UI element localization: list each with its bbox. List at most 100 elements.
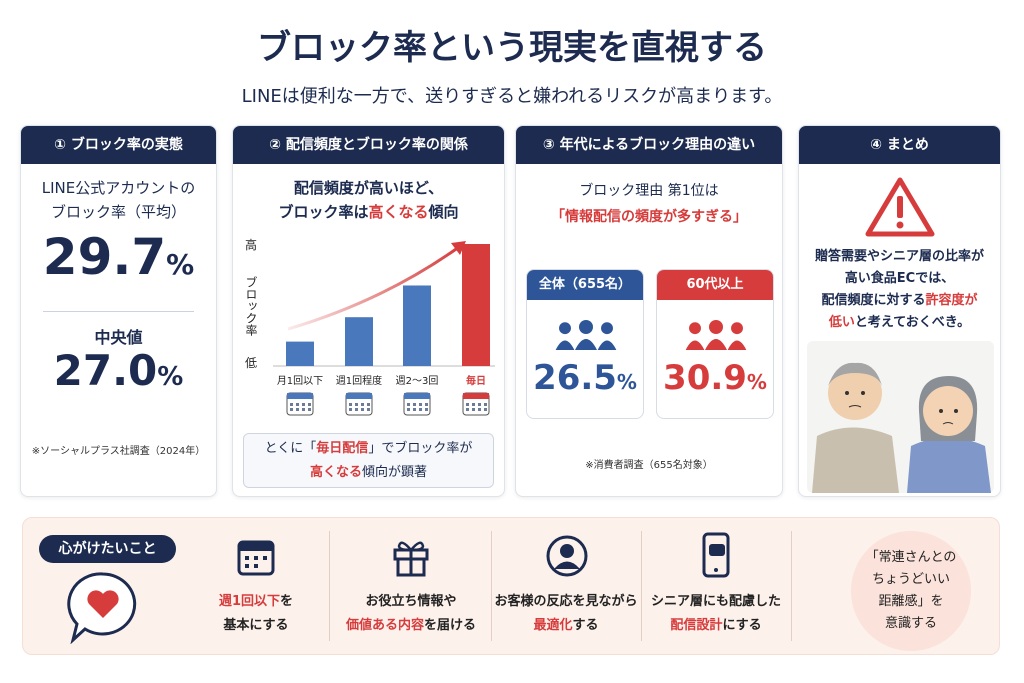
calendar-dot xyxy=(466,403,469,406)
unit: % xyxy=(166,248,195,281)
text-segment: LINE公式アカウントの xyxy=(41,179,196,197)
person-body xyxy=(555,340,575,350)
separator xyxy=(329,531,330,641)
text-line: 高くなる傾向が顕著 xyxy=(244,461,493,485)
calendar-dot xyxy=(419,408,422,411)
separator xyxy=(791,531,792,641)
average: 29.7% xyxy=(21,228,216,286)
text-line: お客様の反応を見ながら xyxy=(486,590,646,614)
person-head xyxy=(559,322,571,335)
text-segment: 高い食品ECでは、 xyxy=(844,271,955,286)
people-icon xyxy=(685,320,747,350)
text-line: LINE公式アカウントの xyxy=(21,176,216,200)
calendar-dot xyxy=(290,408,293,411)
text-segment: ブロック理由 第1位は xyxy=(579,183,719,199)
callout: とくに「毎日配信」でブロック率が 高くなる傾向が顕著 xyxy=(243,433,494,488)
x-tick-label: 月1回以下 xyxy=(277,375,323,387)
unit: % xyxy=(157,362,184,392)
calendar-dot xyxy=(478,408,481,411)
calendar-dot xyxy=(361,408,364,411)
person-body xyxy=(685,340,705,350)
intro: 配信頻度が高いほど、ブロック率は高くなる傾向 xyxy=(233,176,504,224)
text-line: シニア層にも配慮した xyxy=(636,590,796,614)
value: 30.9 xyxy=(663,358,747,398)
text-line: 価値ある内容を届ける xyxy=(331,614,491,638)
text-segment: お役立ち情報や xyxy=(365,594,457,609)
divider xyxy=(43,311,194,312)
text-segment: を xyxy=(280,594,294,609)
text-line: 配信設計にする xyxy=(636,614,796,638)
text-segment: ブロック率は xyxy=(278,203,369,221)
text-segment: と考えておくべき。 xyxy=(854,315,971,330)
text-segment: 」でブロック率が xyxy=(368,441,473,456)
calendar-dot xyxy=(308,403,311,406)
average-value: 29.7 xyxy=(42,228,167,286)
text-line: 配信頻度に対する許容度が xyxy=(799,290,1000,312)
calendar-top xyxy=(287,393,313,399)
unit: % xyxy=(616,370,637,394)
text-line: ブロック率は高くなる傾向 xyxy=(233,200,504,224)
text-line: 距離感」を xyxy=(851,591,971,613)
text-segment: する xyxy=(572,618,599,633)
calendar-top xyxy=(346,393,372,399)
calendar-dot xyxy=(349,408,352,411)
calendar-dot xyxy=(472,408,475,411)
text-segment: ブロック率（平均） xyxy=(50,203,186,221)
text-line: 配信頻度が高いほど、 xyxy=(233,176,504,200)
text-segment: 低い xyxy=(828,315,855,330)
group-name: 60代以上 xyxy=(657,270,773,300)
panel-heading: ④ まとめ xyxy=(799,126,1000,164)
person-body xyxy=(597,340,617,350)
text-line: 「情報配信の頻度が多すぎる」 xyxy=(516,204,782,230)
unit: % xyxy=(746,370,767,394)
person-body xyxy=(727,340,747,350)
group-value: 30.9% xyxy=(657,358,773,398)
y-axis-label: ブロック率 xyxy=(244,275,258,336)
calendar-dot xyxy=(478,403,481,406)
text-line: 「常連さんとの xyxy=(851,547,971,569)
text-segment: 高くなる xyxy=(309,465,362,480)
tip: お役立ち情報や価値ある内容を届ける xyxy=(331,590,491,638)
calendar-dot xyxy=(367,408,370,411)
bar xyxy=(286,341,314,366)
text-segment: 価値ある内容 xyxy=(345,618,424,633)
text-segment: 傾向が顕著 xyxy=(362,465,428,480)
text-line: ブロック理由 第1位は xyxy=(516,178,782,204)
text-segment: 週1回以下 xyxy=(218,594,281,609)
calendar-dot xyxy=(413,403,416,406)
calendar-dot xyxy=(413,408,416,411)
text-segment: にする xyxy=(722,618,762,633)
calendar-dot xyxy=(355,403,358,406)
calendar-dot xyxy=(290,403,293,406)
calendar-dot xyxy=(484,403,487,406)
text-line: 低いと考えておくべき。 xyxy=(799,312,1000,334)
text-segment: 基本にする xyxy=(223,618,289,633)
person-head xyxy=(579,320,593,334)
x-tick-label: 週1回程度 xyxy=(336,374,382,387)
calendar-top xyxy=(463,393,489,399)
calendar-dot xyxy=(296,403,299,406)
calendar-dot xyxy=(472,403,475,406)
text-line: 基本にする xyxy=(176,614,336,638)
text-line: ちょうどいい xyxy=(851,569,971,591)
calendar-dot xyxy=(484,408,487,411)
person-head xyxy=(709,320,723,334)
source: ※ソーシャルプラス社調査（2024年） xyxy=(31,446,206,457)
text-segment: 配信頻度に対する xyxy=(821,293,926,308)
tips-section: 心がけたいこと 「常連さんとの ちょうどいい 距離感」を 意識する 週1回以下を 基本に… xyxy=(22,517,1000,655)
value: 26.5 xyxy=(533,358,617,398)
person-body xyxy=(575,339,597,350)
text-segment: 高くなる xyxy=(368,203,429,221)
text-segment: 配信頻度が高いほど、 xyxy=(293,179,444,197)
text-line: 最適化する xyxy=(486,614,646,638)
calendar-dot xyxy=(302,403,305,406)
median-label: 中央値 xyxy=(94,328,143,347)
text-segment: 贈答需要やシニア層の比率が xyxy=(814,249,984,264)
closing-circle: 「常連さんとの ちょうどいい 距離感」を 意識する xyxy=(851,531,971,651)
panel-heading: ② 配信頻度とブロック率の関係 xyxy=(233,126,504,164)
x-tick-label: 週2〜3回 xyxy=(396,375,439,387)
group-card: 全体（655名） 26.5% xyxy=(526,269,644,419)
text-line: ブロック率（平均） xyxy=(21,200,216,224)
text-line: 週1回以下を xyxy=(176,590,336,614)
text-segment: 「常連さんとの xyxy=(865,550,957,565)
